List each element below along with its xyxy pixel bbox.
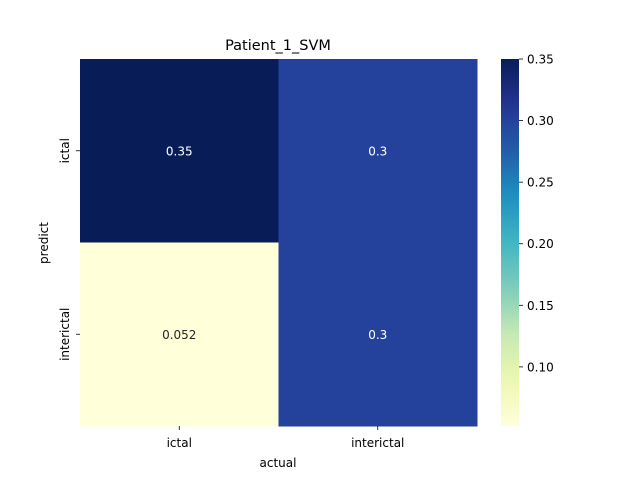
colorbar-tick-label: 0.30 bbox=[527, 114, 554, 128]
cell-value-label: 0.3 bbox=[368, 328, 387, 342]
x-tick-label: interictal bbox=[351, 436, 404, 450]
colorbar-ticks: 0.10 0.15 0.20 0.25 0.30 0.35 bbox=[519, 53, 554, 374]
chart-title: Patient_1_SVM bbox=[225, 38, 331, 54]
y-axis-label: predict bbox=[37, 222, 51, 264]
colorbar-tick-label: 0.10 bbox=[527, 360, 554, 374]
heatmap-cell-labels: 0.35 0.3 0.052 0.3 bbox=[162, 144, 387, 342]
x-tick-label: ictal bbox=[167, 436, 192, 450]
cell-value-label: 0.052 bbox=[162, 328, 196, 342]
colorbar bbox=[501, 59, 519, 426]
colorbar-tick-label: 0.15 bbox=[527, 299, 554, 313]
colorbar-tick-label: 0.20 bbox=[527, 237, 554, 251]
y-tick-label: interictal bbox=[58, 308, 72, 361]
heatmap-cell bbox=[80, 242, 279, 427]
heatmap-cell bbox=[80, 59, 279, 243]
x-axis-label: actual bbox=[260, 456, 297, 470]
heatmap-cells bbox=[80, 59, 478, 427]
y-tick-label: ictal bbox=[58, 138, 72, 163]
x-axis: ictal interictal bbox=[167, 426, 404, 450]
y-axis: ictal interictal bbox=[58, 138, 80, 361]
colorbar-tick-label: 0.35 bbox=[527, 53, 554, 67]
colorbar-tick-label: 0.25 bbox=[527, 176, 554, 190]
heatmap-cell bbox=[278, 242, 478, 427]
cell-value-label: 0.35 bbox=[166, 144, 193, 158]
heatmap-cell bbox=[278, 59, 478, 243]
cell-value-label: 0.3 bbox=[368, 144, 387, 158]
